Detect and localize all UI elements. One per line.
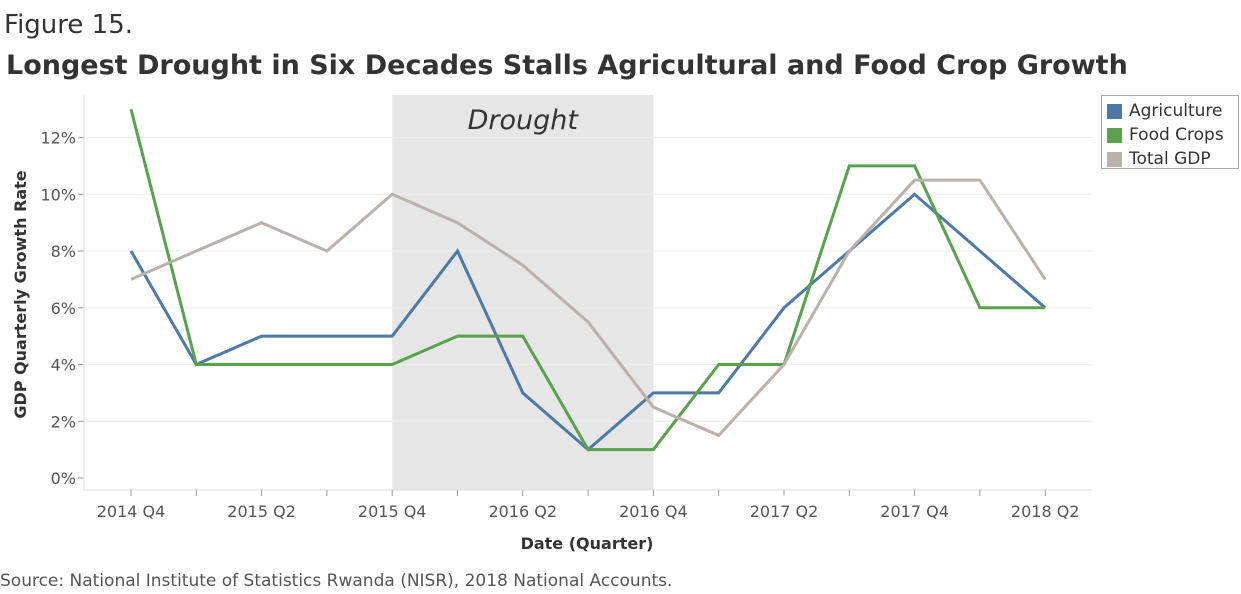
legend-label: Food Crops	[1129, 125, 1224, 145]
legend-swatch-food-crops	[1107, 127, 1122, 143]
x-tick-label: 2018 Q2	[1011, 502, 1080, 521]
drought-region: Drought	[392, 95, 654, 490]
y-tick-label: 6%	[51, 299, 76, 318]
y-axis-title: GDP Quarterly Growth Rate	[11, 170, 30, 418]
y-tick-label: 2%	[51, 412, 76, 431]
x-axis-title: Date (Quarter)	[521, 534, 654, 553]
x-tick-label: 2015 Q2	[227, 502, 296, 521]
series-line-food-crops	[129, 108, 1046, 452]
legend-label: Agriculture	[1129, 101, 1223, 121]
legend-swatch-agriculture	[1107, 103, 1122, 119]
series-line-total-gdp	[130, 178, 1047, 438]
x-tick-label: 2017 Q4	[880, 502, 949, 521]
x-tick-label: 2016 Q2	[489, 502, 558, 521]
chart-title: Longest Drought in Six Decades Stalls Ag…	[6, 50, 1128, 81]
drought-shaded-region	[392, 95, 654, 490]
y-tick-label: 0%	[51, 469, 76, 488]
axes: 0% 2% 4% 6% 8% 10% 12% 2014 Q4 2015 Q2 2015 Q4 201…	[40, 95, 1092, 521]
y-tick-label: 12%	[40, 129, 76, 148]
source-note: Source: National Institute of Statistics…	[0, 571, 673, 591]
legend: Agriculture Food Crops Total GDP	[1101, 95, 1239, 169]
x-tick-label: 2014 Q4	[97, 502, 166, 521]
figure-label: Figure 15.	[4, 10, 133, 40]
legend-item-total-gdp[interactable]: Total GDP	[1102, 147, 1238, 171]
y-tick-label: 10%	[40, 185, 76, 204]
x-tick-label: 2016 Q4	[619, 502, 688, 521]
grid	[84, 137, 1092, 422]
y-tick-label: 4%	[51, 356, 76, 375]
x-tick-label: 2017 Q2	[750, 502, 819, 521]
series-lines	[129, 108, 1047, 452]
legend-label: Total GDP	[1129, 149, 1211, 169]
legend-swatch-total-gdp	[1107, 151, 1122, 167]
drought-label: Drought	[468, 105, 580, 136]
legend-item-agriculture[interactable]: Agriculture	[1102, 99, 1238, 123]
legend-item-food-crops[interactable]: Food Crops	[1102, 123, 1238, 147]
x-tick-label: 2015 Q4	[358, 502, 427, 521]
y-tick-label: 8%	[51, 242, 76, 261]
